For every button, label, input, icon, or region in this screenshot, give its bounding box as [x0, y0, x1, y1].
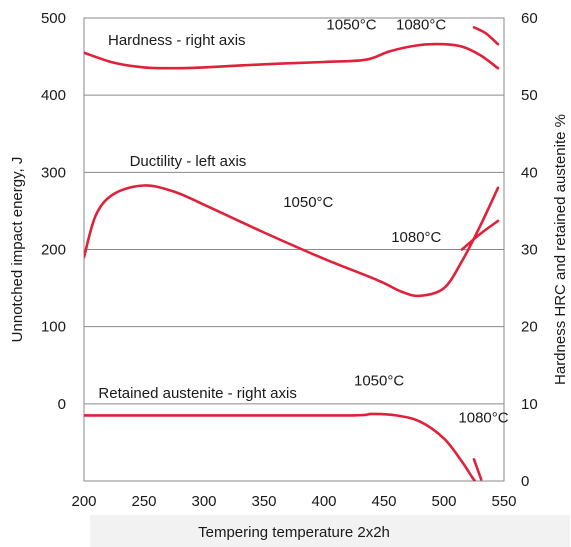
y-right-axis-title: Hardness HRC and retained austenite % [552, 114, 569, 385]
annotation-label: 1050°C [283, 194, 333, 211]
y-left-axis-title: Unnotched impact energy, J [9, 157, 26, 343]
y-right-tick-label: 30 [521, 242, 538, 259]
annotation-label: 1050°C [354, 372, 404, 389]
x-tick-label: 250 [131, 493, 156, 510]
series-line-ductility-1080-c [460, 219, 500, 251]
series-line-hardness-1080-c [472, 26, 500, 46]
annotation-label: Ductility - left axis [130, 153, 247, 170]
annotation-label: 1080°C [458, 409, 508, 426]
series-line-retained-austenite-right-axis [84, 412, 477, 481]
y-left-tick-label: 0 [58, 396, 66, 413]
y-left-tick-label: 500 [41, 10, 66, 27]
x-axis-title: Tempering temperature 2x2h [198, 524, 390, 541]
series-line-retained-austenite-1080-c [472, 458, 483, 481]
annotation-label: 1080°C [396, 17, 446, 34]
series-line-ductility-left-axis [84, 184, 500, 298]
annotation-label: Hardness - right axis [108, 32, 246, 49]
y-right-tick-label: 50 [521, 87, 538, 104]
x-tick-label: 350 [251, 493, 276, 510]
x-axis-label-band [90, 515, 570, 547]
y-right-tick-label: 20 [521, 319, 538, 336]
series-line-hardness-right-axis [84, 42, 500, 70]
annotation-label: 1050°C [326, 17, 376, 34]
x-tick-label: 400 [311, 493, 336, 510]
y-left-tick-label: 300 [41, 164, 66, 181]
y-left-tick-label: 400 [41, 87, 66, 104]
x-tick-label: 550 [491, 493, 516, 510]
x-tick-label: 450 [371, 493, 396, 510]
y-right-tick-label: 60 [521, 10, 538, 27]
y-right-tick-label: 10 [521, 396, 538, 413]
annotation-label: Retained austenite - right axis [98, 385, 296, 402]
x-tick-label: 200 [71, 493, 96, 510]
x-tick-label: 500 [431, 493, 456, 510]
x-tick-label: 300 [191, 493, 216, 510]
y-left-tick-label: 200 [41, 242, 66, 259]
y-left-tick-label: 100 [41, 319, 66, 336]
annotation-label: 1080°C [391, 229, 441, 246]
y-right-tick-label: 0 [521, 473, 529, 490]
y-right-tick-label: 40 [521, 164, 538, 181]
